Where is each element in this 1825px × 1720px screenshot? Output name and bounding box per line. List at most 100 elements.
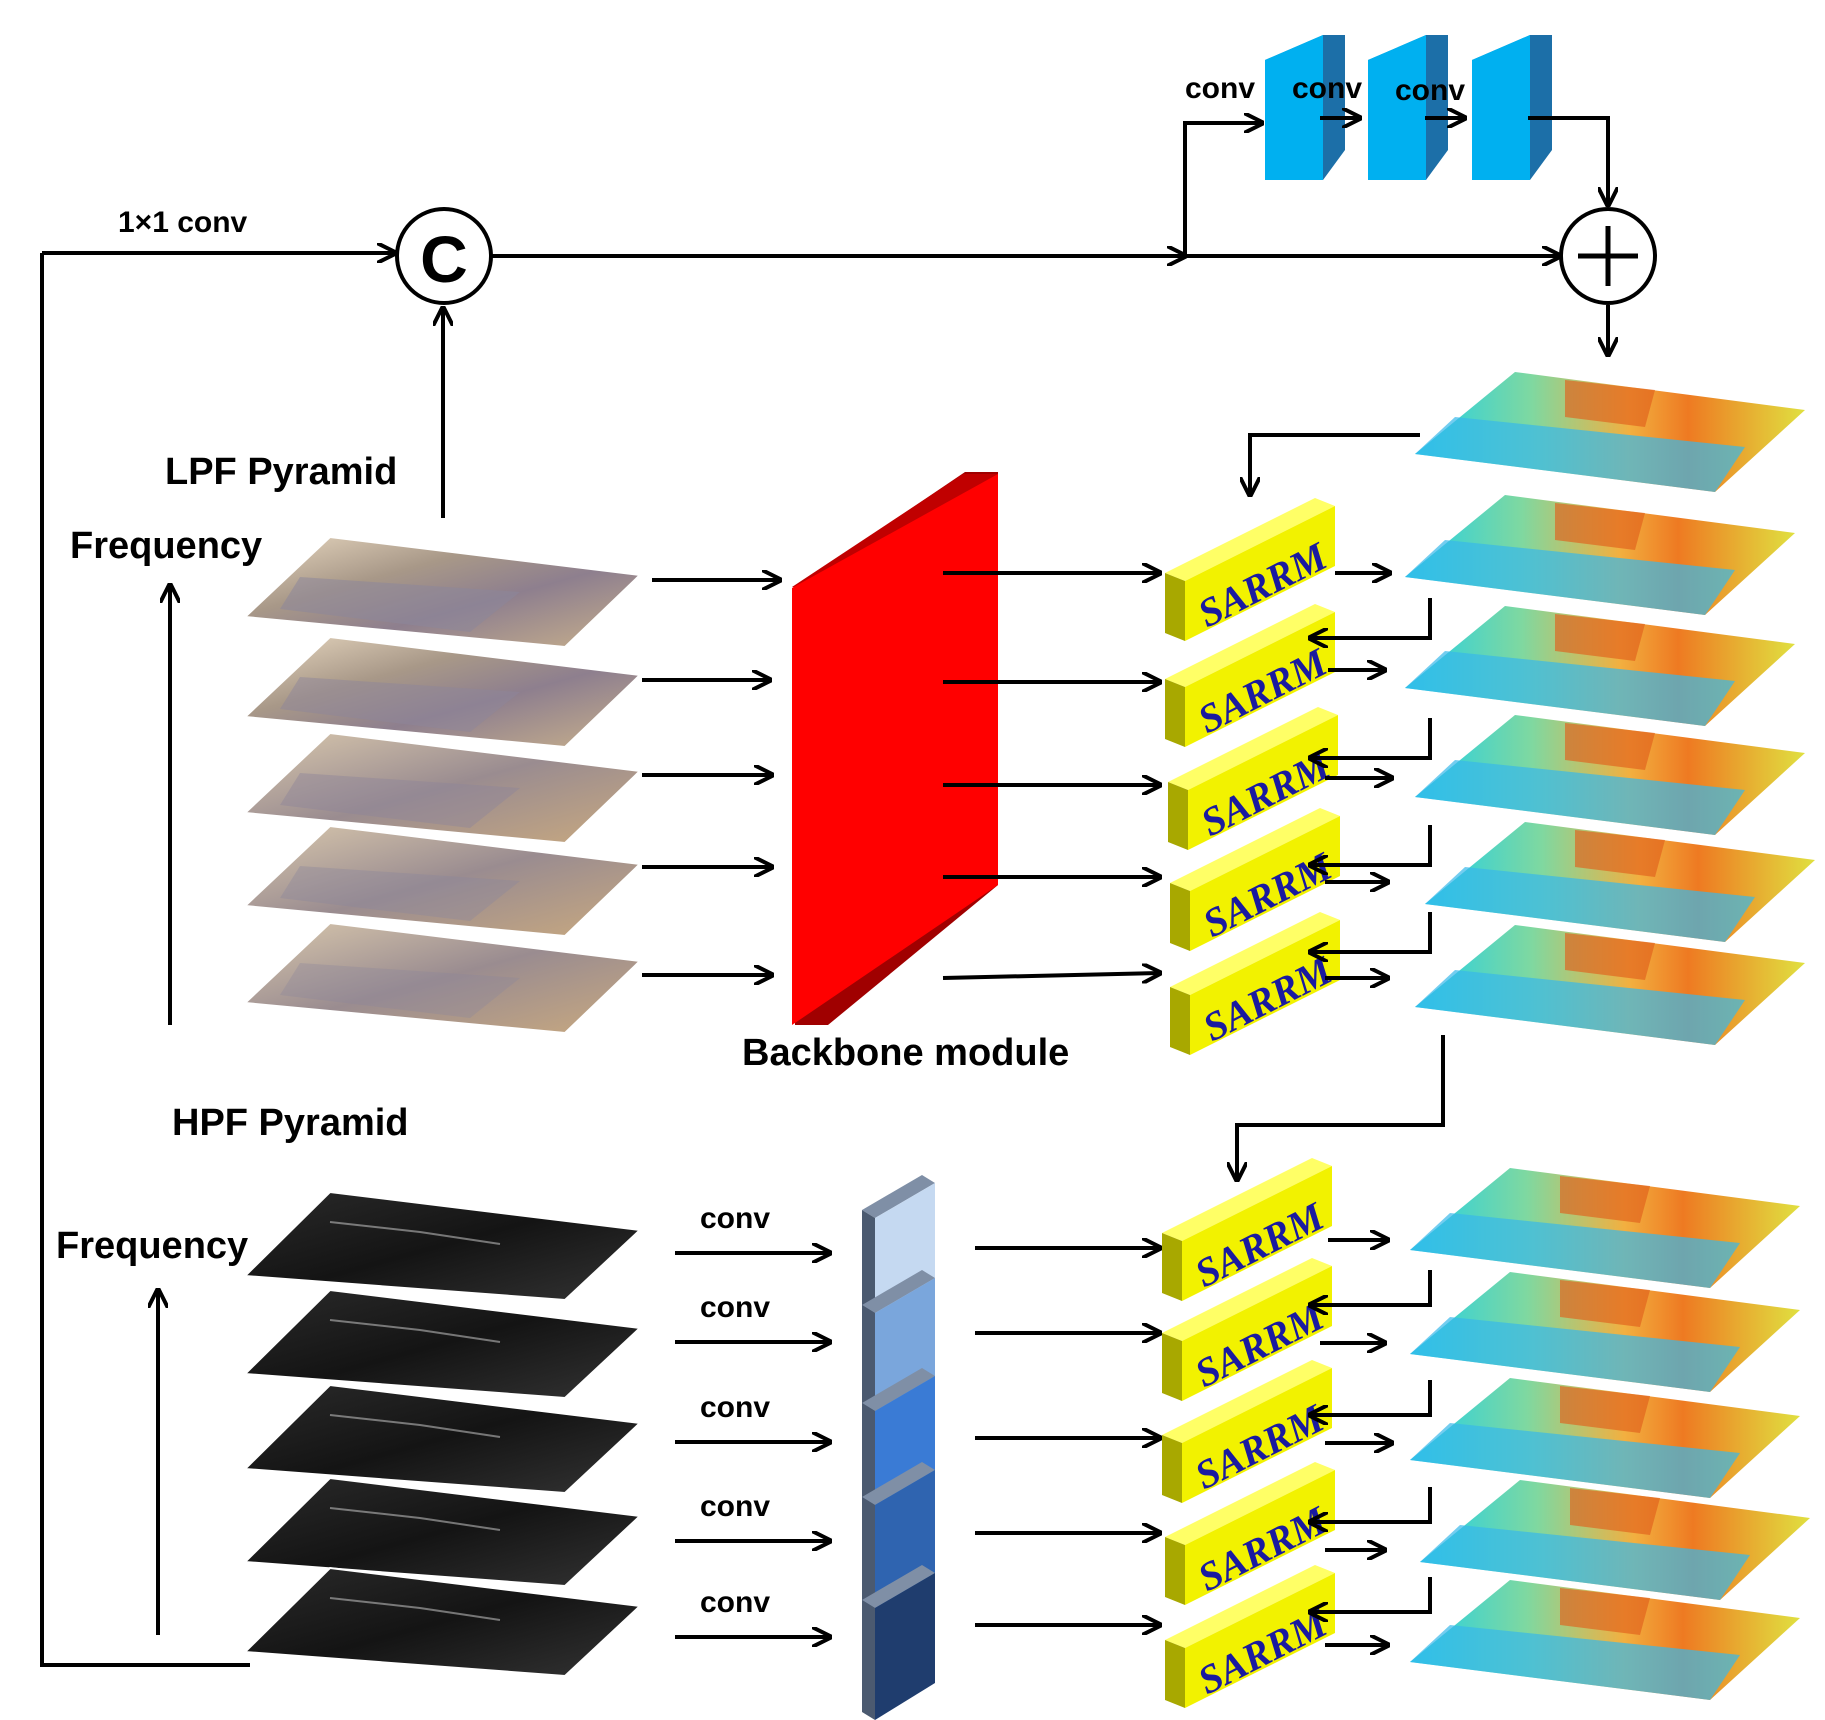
lpf-image-content-4: [280, 866, 520, 921]
hpf-conv-label-1: conv: [700, 1202, 770, 1235]
depth-map-top-1: [1415, 372, 1805, 492]
sarrm-bottom-3-top: [1162, 1360, 1332, 1443]
hpf-image-4: [242, 1476, 643, 1588]
sarrm-top-5-top: [1170, 912, 1340, 995]
hpf-image-edge-4: [329, 1507, 501, 1531]
depth-map-top-2-near-region: [1405, 540, 1735, 615]
lpf-level-5: [242, 921, 643, 1035]
backbone-module-label: Backbone module: [742, 1032, 1069, 1074]
diagram-layers: Backbone module LPF Pyramid Frequency HPF P…: [40, 35, 1815, 1720]
depth-map-top-5-near-region: [1425, 867, 1755, 942]
feedback-arrow-top-4: [1310, 825, 1432, 865]
lpf-image-5: [242, 921, 643, 1035]
hpf-conv-block-side-4: [862, 1497, 875, 1617]
depth-map-top-1-near-region: [1415, 417, 1745, 492]
sarrm-top-2-top: [1165, 604, 1335, 687]
hpf-conv-block-top-2: [862, 1270, 935, 1313]
top-conv-block-front-2: [1368, 35, 1426, 180]
hpf-conv-block-top-3: [862, 1368, 935, 1411]
depth-map-bottom-3: [1410, 1378, 1800, 1498]
depth-map-bottom-1-far-region: [1560, 1176, 1650, 1223]
top-conv-block-2: [1368, 35, 1448, 180]
sarrm-top-3-front: [1188, 715, 1338, 850]
lpf-image-4: [242, 824, 643, 938]
lpf-image-3: [242, 731, 643, 845]
depth-map-top-1-far-region: [1565, 380, 1655, 427]
lpf-level-1: [242, 535, 643, 649]
feedback-arrow-bottom-1: [1310, 1270, 1432, 1305]
depth-map-top-4-near-region: [1415, 760, 1745, 835]
top-conv-block-side-3: [1530, 35, 1552, 180]
backbone-to-sarrm-arrow-5: [942, 973, 1160, 978]
concat-symbol: C: [420, 222, 468, 296]
hpf-conv-label-3: conv: [700, 1391, 770, 1424]
sarrm-bottom-3-front: [1182, 1368, 1332, 1503]
hpf-image-edge-1: [329, 1221, 501, 1245]
hpf-conv-block-5: [862, 1565, 935, 1720]
sarrm-bottom-5-side: [1165, 1640, 1185, 1708]
sarrm-bottom-2: SARRM: [1162, 1258, 1332, 1401]
lpf-image-content-3: [280, 773, 520, 828]
depth-map-top-4-far-region: [1565, 723, 1655, 770]
sarrm-bottom-4-front: [1185, 1470, 1335, 1605]
top-conv-label-3: conv: [1395, 74, 1465, 107]
hpf-conv-block-top-1: [862, 1175, 935, 1218]
top-conv-block-front-3: [1472, 35, 1530, 180]
top-conv-label-1: conv: [1185, 72, 1255, 105]
top-conv-to-add-arrow: [1528, 116, 1608, 205]
hpf-image-1: [242, 1190, 643, 1302]
depth-map-bottom-2-near-region: [1410, 1317, 1740, 1392]
sarrm-top-3-top: [1168, 707, 1338, 790]
backbone-module: [792, 474, 998, 1025]
hpf-conv-label-4: conv: [700, 1490, 770, 1523]
concat-circle: [395, 207, 493, 305]
depth-map-bottom-4-near-region: [1420, 1525, 1750, 1600]
depth-map-top-6-far-region: [1565, 933, 1655, 980]
lpf-level-2: [242, 635, 643, 749]
sarrm-bottom-1-front: [1182, 1166, 1332, 1301]
depth-map-bottom-5-near-region: [1410, 1625, 1740, 1700]
top-conv-block-front-1: [1265, 35, 1323, 180]
top-conv-label-2: conv: [1292, 72, 1362, 105]
lpf-level-3: [242, 731, 643, 845]
depth-map-top-5: [1425, 822, 1815, 942]
sarrm-top-2-side: [1165, 679, 1185, 747]
sarrm-top-1-side: [1165, 573, 1185, 641]
hpf-conv-block-front-5: [875, 1573, 935, 1720]
sarrm-top-4: SARRM: [1170, 808, 1340, 951]
hpf-conv-label-2: conv: [700, 1291, 770, 1324]
lpf-image-content-5: [280, 963, 520, 1018]
depth-map-top-6-near-region: [1415, 970, 1745, 1045]
hpf-image-edge-5: [329, 1597, 501, 1621]
sarrm-bottom-3-side: [1162, 1435, 1182, 1503]
frequency-label-top: Frequency: [70, 525, 262, 567]
depth-map-bottom-1-near-region: [1410, 1213, 1740, 1288]
hpf-conv-block-side-5: [862, 1600, 875, 1720]
hpf-conv-block-top-5: [862, 1565, 935, 1608]
hpf-image-edge-2: [329, 1319, 501, 1343]
depth-map-bottom-4-far-region: [1570, 1488, 1660, 1535]
feedback-arrow-top-1: [1250, 433, 1420, 495]
sarrm-top-2-front: [1185, 612, 1335, 747]
hpf-conv-label-5: conv: [700, 1586, 770, 1619]
top-conv-block-1: [1265, 35, 1345, 180]
sarrm-bottom-2-top: [1162, 1258, 1332, 1341]
hpf-image-3: [242, 1383, 643, 1495]
depth-map-top-4: [1415, 715, 1805, 835]
depth-map-bottom-2-far-region: [1560, 1280, 1650, 1327]
depth-map-bottom-2: [1410, 1272, 1800, 1392]
sarrm-bottom-2-side: [1162, 1333, 1182, 1401]
top-conv-block-3: [1472, 35, 1552, 180]
top-conv-block-side-2: [1426, 35, 1448, 180]
depth-map-top-3: [1405, 606, 1795, 726]
hpf-skip-line: [40, 253, 250, 1667]
sarrm-top-3-side: [1168, 782, 1188, 850]
depth-map-top-5-far-region: [1575, 830, 1665, 877]
lpf-level-4: [242, 824, 643, 938]
lpf-image-content-1: [280, 577, 520, 632]
sarrm-top-4-top: [1170, 808, 1340, 891]
hpf-conv-block-top-4: [862, 1462, 935, 1505]
top-conv-block-side-1: [1323, 35, 1345, 180]
depth-map-top-6: [1415, 925, 1805, 1045]
